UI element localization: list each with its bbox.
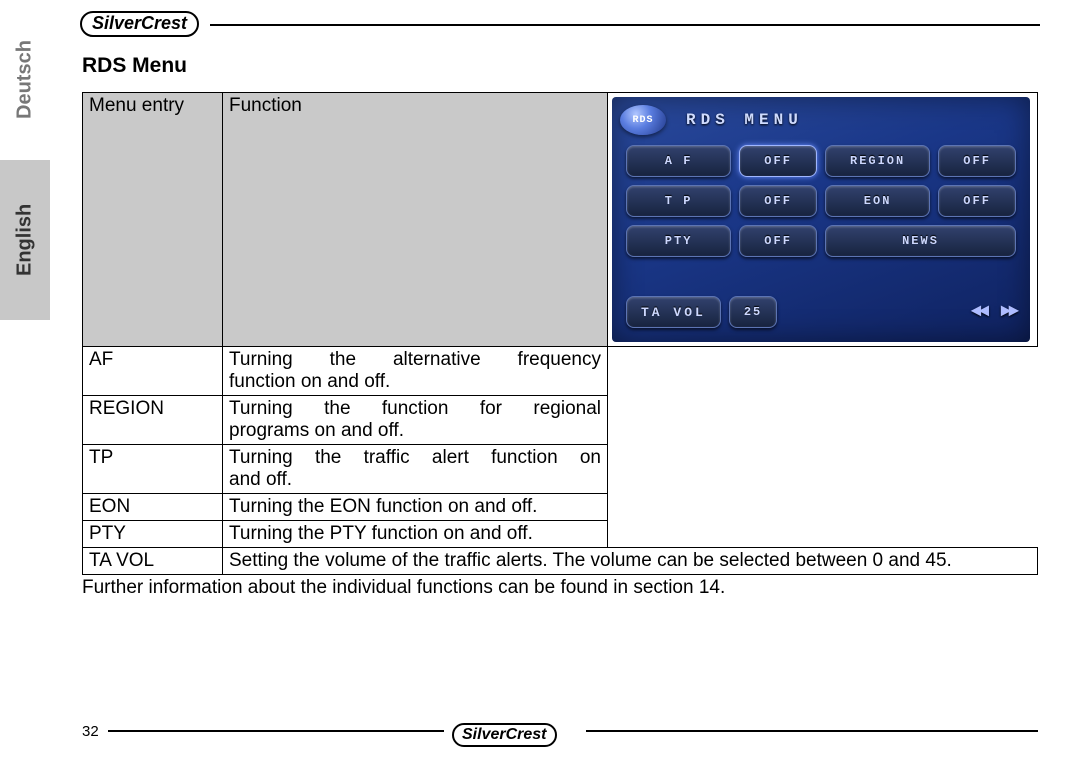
th-function: Function [223,93,608,347]
brand-header: SilverCrest [80,10,199,38]
table-row: TPTurning the traffic alert function ona… [83,445,1038,494]
footer-rule-left [108,730,444,732]
function-cell: Turning the EON function on and off. [223,494,608,521]
menu-entry-cell: TP [83,445,223,494]
language-tabs: Deutsch English [0,0,50,320]
screen-bottom-row: TA VOL 25 ◄◄ ►► [626,296,1016,328]
screen-button[interactable]: REGION [825,145,930,177]
function-cell: Turning the alternative frequencyfunctio… [223,347,608,396]
screen-button[interactable]: A F [626,145,731,177]
brand-logo-footer: SilverCrest [452,723,557,747]
screen-button[interactable]: OFF [739,145,817,177]
screen-button[interactable]: PTY [626,225,731,257]
section-title: RDS Menu [82,54,1038,78]
screen-button[interactable]: OFF [938,145,1016,177]
page-footer: 32 SilverCrest [82,718,1038,742]
arrow-right-icon[interactable]: ►► [1000,302,1016,322]
screen-title: RDS MENU [686,111,803,129]
brand-logo: SilverCrest [80,11,199,37]
footnote-text: Further information about the individual… [82,577,1038,599]
function-cell: Setting the volume of the traffic alerts… [223,548,1038,575]
screen-button[interactable]: NEWS [825,225,1016,257]
screen-button-grid: A FOFFREGIONOFFT POFFEONOFFPTYOFFNEWS [626,145,1016,257]
footer-brand: SilverCrest [452,726,557,744]
screen-button[interactable]: OFF [739,185,817,217]
lang-tab-english[interactable]: English [0,160,50,320]
menu-entry-cell: REGION [83,396,223,445]
menu-table: Menu entry Function RDS RDS MENU A FOFFR… [82,92,1038,575]
device-screen: RDS RDS MENU A FOFFREGIONOFFT POFFEONOFF… [612,97,1030,342]
page-content: RDS Menu Menu entry Function RDS RDS MEN… [82,54,1038,599]
lang-tab-deutsch[interactable]: Deutsch [0,0,50,160]
table-row: AFTurning the alternative frequencyfunct… [83,347,1038,396]
table-row: REGIONTurning the function for regionalp… [83,396,1038,445]
screen-button[interactable]: T P [626,185,731,217]
menu-entry-cell: EON [83,494,223,521]
screen-button[interactable]: OFF [739,225,817,257]
function-cell: Turning the PTY function on and off. [223,521,608,548]
menu-entry-cell: TA VOL [83,548,223,575]
table-row: TA VOL Setting the volume of the traffic… [83,548,1038,575]
screen-button[interactable]: OFF [938,185,1016,217]
menu-table-wrap: Menu entry Function RDS RDS MENU A FOFFR… [82,92,1038,575]
ta-vol-label-button[interactable]: TA VOL [626,296,721,328]
device-screenshot-cell: RDS RDS MENU A FOFFREGIONOFFT POFFEONOFF… [608,93,1038,347]
rds-badge-icon: RDS [620,105,666,135]
ta-vol-value-button[interactable]: 25 [729,296,777,328]
table-row: PTYTurning the PTY function on and off. [83,521,1038,548]
menu-entry-cell: PTY [83,521,223,548]
page-number: 32 [82,723,99,740]
header-rule [210,24,1040,26]
arrow-left-icon[interactable]: ◄◄ [971,302,987,322]
function-cell: Turning the function for regionalprogram… [223,396,608,445]
table-row: EONTurning the EON function on and off. [83,494,1038,521]
footer-rule-right [586,730,1038,732]
function-cell: Turning the traffic alert function onand… [223,445,608,494]
screen-button[interactable]: EON [825,185,930,217]
menu-entry-cell: AF [83,347,223,396]
th-menu-entry: Menu entry [83,93,223,347]
